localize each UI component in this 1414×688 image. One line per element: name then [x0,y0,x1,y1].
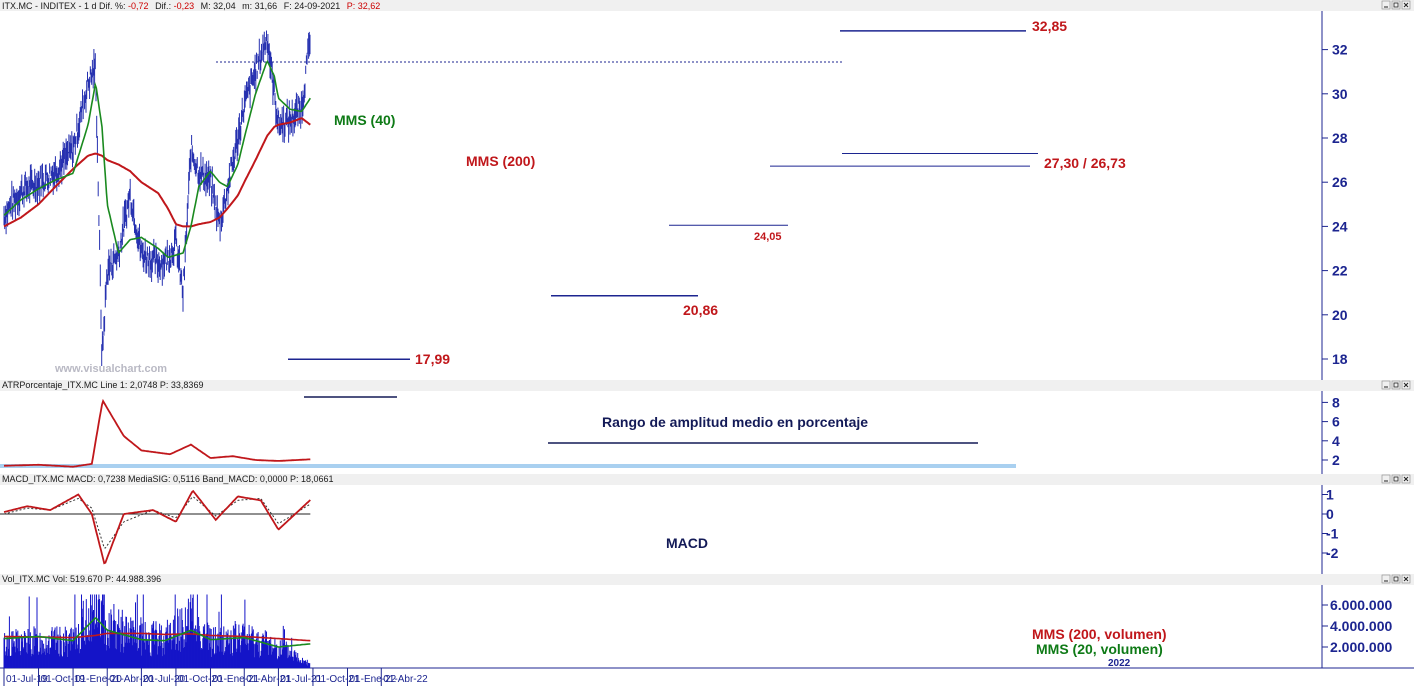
window-button-frame [1391,574,1401,584]
restore-icon [1391,0,1401,10]
price-bars [3,30,311,366]
atr-y-tick-label: 2 [1332,452,1340,468]
mms40-label: MMS (40) [334,112,395,128]
macd-panel-header: MACD_ITX.MC MACD: 0,7238 MediaSIG: 0,511… [2,474,334,484]
restore-icon [1391,474,1401,484]
window-button-frame [1391,380,1401,390]
minimize-icon [1381,474,1391,484]
minimize-icon [1381,380,1391,390]
macd-annotation: MACD [666,535,708,551]
atr-y-tick-label: 6 [1332,414,1340,430]
restore-glyph [1393,2,1399,8]
window-button-frame [1381,0,1391,10]
mms40-line [3,60,311,259]
x-tick-label: 01-Oct-19 [41,674,86,685]
price-y-tick-label: 30 [1332,86,1348,102]
window-button-frame [1381,574,1391,584]
level-label-2405: 24,05 [754,231,782,243]
price-levels [216,30,1038,360]
close-icon [1401,474,1411,484]
minimize-icon [1381,574,1391,584]
volume-panel-header: Vol_ITX.MC Vol: 519.670 P: 44.988.396 [2,574,161,584]
close-icon [1401,0,1411,10]
price-y-tick-label: 22 [1332,263,1348,279]
level-label-1799: 17,99 [415,351,450,367]
close-glyph [1403,2,1409,8]
restore-icon [1391,574,1401,584]
price-y-tick-label: 18 [1332,351,1348,367]
atr-y-tick-label: 4 [1332,433,1340,449]
window-button-frame [1391,0,1401,10]
minimize-icon [1381,0,1391,10]
price-panel-header: ITX.MC - INDITEX - 1 d Dif. %: -0,72 Dif… [2,1,380,11]
year-2022-label: 2022 [1108,658,1131,669]
vol-mms200-label: MMS (200, volumen) [1032,626,1167,642]
close-icon [1401,574,1411,584]
mms200-line [3,117,311,228]
x-tick-label: 01-Jul-20 [143,674,185,685]
level-label-high: 32,85 [1032,18,1067,34]
price-y-tick-label: 20 [1332,307,1348,323]
restore-glyph [1393,476,1399,482]
axis-layer: 1820222426283032246810-1-22.000.0004.000… [3,42,1392,686]
x-tick-label: 01-Abr-22 [383,674,428,685]
macd-signal-line [3,496,311,549]
window-button-frame [1381,380,1391,390]
price-y-tick-label: 28 [1332,130,1348,146]
x-tick-label: 01-Oct-21 [315,674,360,685]
close-glyph [1403,382,1409,388]
close-glyph [1403,576,1409,582]
vol-mms20-label: MMS (20, volumen) [1036,641,1163,657]
macd-y-tick-label: 0 [1326,506,1334,522]
macd-layer [0,489,311,565]
restore-icon [1391,380,1401,390]
x-tick-label: 01-Jul-21 [280,674,322,685]
volume-y-tick-label: 6.000.000 [1330,597,1392,613]
atr-y-tick-label: 8 [1332,394,1340,410]
atr-layer [0,396,1016,468]
mms200-label: MMS (200) [466,153,535,169]
atr-annotation: Rango de amplitud medio en porcentaje [602,414,868,430]
price-y-tick-label: 32 [1332,42,1348,58]
x-tick-label: 01-Ene-22 [349,674,396,685]
close-icon [1401,380,1411,390]
volume-y-tick-label: 2.000.000 [1330,639,1392,655]
window-button-frame [1381,474,1391,484]
close-glyph [1403,476,1409,482]
restore-glyph [1393,382,1399,388]
vol-mms20-line [3,617,311,648]
x-tick-label: 01-Jul-19 [6,674,48,685]
price-lines [3,60,311,259]
x-tick-label: 01-Abr-20 [109,674,154,685]
x-tick-label: 01-Ene-20 [75,674,122,685]
price-y-tick-label: 26 [1332,174,1348,190]
x-tick-label: 01-Oct-20 [178,674,223,685]
macd-y-tick-label: 1 [1326,487,1334,503]
watermark: www.visualchart.com [54,363,167,375]
atr-panel-header: ATRPorcentaje_ITX.MC Line 1: 2,0748 P: 3… [2,380,203,390]
macd-y-tick-label: -2 [1326,545,1339,561]
level-label-2086: 20,86 [683,302,718,318]
x-tick-label: 01-Abr-21 [246,674,291,685]
panel-frames [0,0,1414,669]
x-tick-label: 01-Ene-21 [212,674,259,685]
atr-line [3,398,311,468]
macd-line [3,489,311,565]
vol-mms200-line [4,632,311,642]
window-button-frame [1391,474,1401,484]
volume-y-tick-label: 4.000.000 [1330,618,1392,634]
price-y-tick-label: 24 [1332,218,1348,234]
macd-y-tick-label: -1 [1326,526,1339,542]
level-label-support-pair: 27,30 / 26,73 [1044,155,1126,171]
restore-glyph [1393,576,1399,582]
volume-layer [3,594,311,668]
window-controls [1381,0,1411,584]
